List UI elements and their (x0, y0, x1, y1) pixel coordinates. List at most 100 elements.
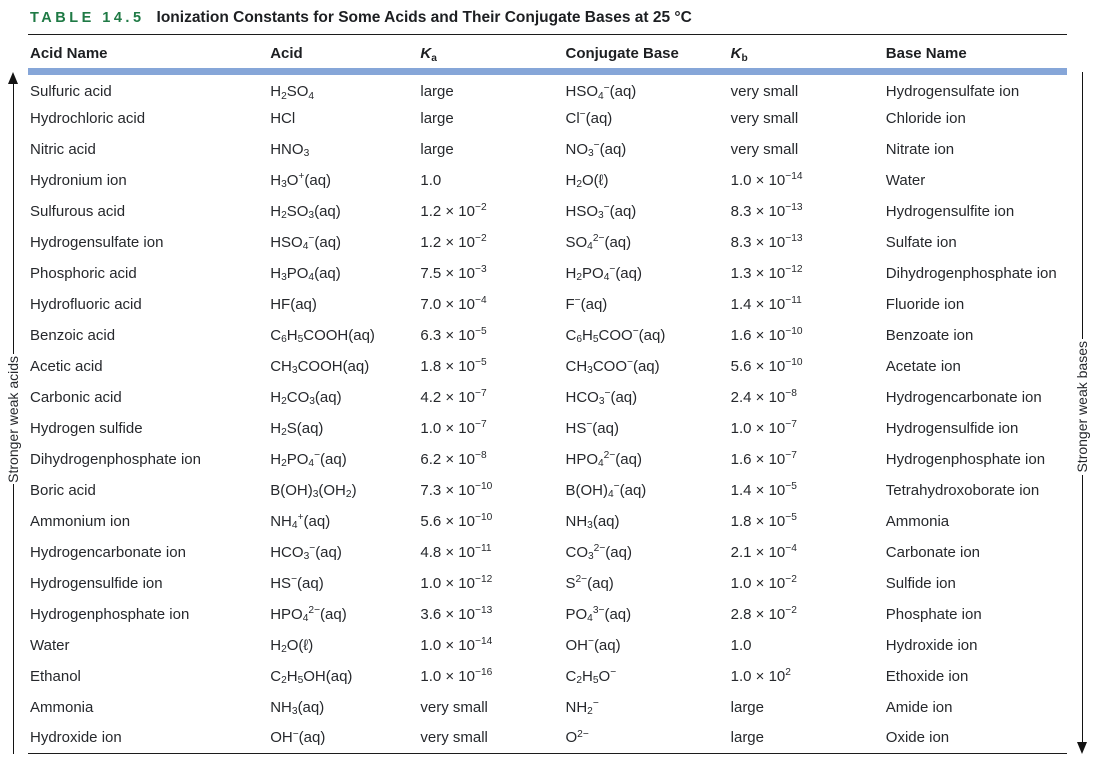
column-header-base-name: Base Name (883, 35, 1067, 75)
table-row: Water H2O(ℓ) 1.0 × 10−14 OH−(aq) 1.0 Hyd… (28, 630, 1067, 661)
cell-base-name: Acetate ion (885, 357, 961, 375)
cell-kb-value: very small (730, 140, 799, 158)
cell-acid-formula: HCl (270, 109, 296, 127)
cell-acid-formula: H3O+(aq) (270, 171, 332, 191)
cell-kb-value: very small (730, 109, 799, 127)
cell-acid-formula: C6H5COOH(aq) (270, 326, 375, 346)
cell-acid-name: Hydrochloric acid (30, 109, 146, 127)
cell-acid-name: Sulfuric acid (30, 83, 112, 101)
cell-acid-name: Hydronium ion (30, 171, 127, 189)
cell-kb-value: 2.4 × 10−8 (730, 388, 797, 406)
cell-acid-formula: HSO4−(aq) (270, 233, 342, 253)
cell-kb-value: large (730, 729, 764, 747)
cell-ka-value: 7.0 × 10−4 (420, 295, 487, 313)
cell-acid-formula: NH3(aq) (270, 698, 325, 718)
cell-kb-value: very small (730, 83, 799, 101)
table-row: Hydrogenphosphate ion HPO42−(aq) 3.6 × 1… (28, 599, 1067, 630)
cell-ka-value: 7.3 × 10−10 (420, 481, 493, 499)
cell-conjugate-base-formula: O2− (565, 729, 589, 747)
cell-conjugate-base-formula: SO42−(aq) (565, 233, 632, 253)
cell-kb-value: 1.4 × 10−5 (730, 481, 797, 499)
cell-acid-name: Hydrogensulfide ion (30, 574, 163, 592)
cell-acid-name: Hydroxide ion (30, 729, 122, 747)
cell-acid-formula: HNO3 (270, 140, 310, 160)
cell-kb-value: 8.3 × 10−13 (730, 233, 803, 251)
cell-acid-formula: C2H5OH(aq) (270, 667, 353, 687)
cell-acid-name: Sulfurous acid (30, 202, 126, 220)
cell-base-name: Water (885, 171, 926, 189)
cell-acid-formula: H2PO4−(aq) (270, 450, 347, 470)
cell-conjugate-base-formula: CO32−(aq) (565, 543, 632, 563)
cell-acid-formula: CH3COOH(aq) (270, 357, 370, 377)
column-header-conjugate-base: Conjugate Base (563, 35, 729, 75)
cell-acid-formula: HCO3−(aq) (270, 543, 342, 563)
column-header-acid-name: Acid Name (28, 35, 269, 75)
cell-kb-value: 2.8 × 10−2 (730, 605, 797, 623)
table-row: Nitric acid HNO3 large NO3−(aq) very sma… (28, 134, 1067, 165)
cell-acid-name: Dihydrogenphosphate ion (30, 450, 201, 468)
cell-acid-name: Acetic acid (30, 357, 103, 375)
cell-ka-value: very small (420, 698, 488, 716)
cell-ka-value: very small (420, 729, 488, 747)
cell-conjugate-base-formula: C2H5O− (565, 667, 617, 687)
cell-acid-name: Hydrofluoric acid (30, 295, 142, 313)
up-arrow-icon (8, 72, 18, 84)
cell-conjugate-base-formula: HCO3−(aq) (565, 388, 638, 408)
table-header: Acid Name Acid Ka Conjugate Base Kb Base… (28, 35, 1067, 75)
table-row: Hydrofluoric acid HF(aq) 7.0 × 10−4 F−(a… (28, 289, 1067, 320)
arrow-line (12, 84, 14, 354)
stronger-weak-acids-annotation: Stronger weak acids (2, 72, 24, 754)
table-body: Sulfuric acid H2SO4 large HSO4−(aq) very… (28, 72, 1067, 754)
table-row: Hydroxide ion OH−(aq) very small O2− lar… (28, 723, 1067, 754)
cell-ka-value: 1.2 × 10−2 (420, 202, 487, 220)
cell-kb-value: large (730, 698, 764, 716)
cell-base-name: Nitrate ion (885, 140, 955, 158)
cell-conjugate-base-formula: H2PO4−(aq) (565, 264, 642, 284)
cell-kb-value: 1.8 × 10−5 (730, 512, 797, 530)
cell-acid-name: Benzoic acid (30, 326, 116, 344)
table-row: Hydronium ion H3O+(aq) 1.0 H2O(ℓ) 1.0 × … (28, 165, 1067, 196)
cell-base-name: Hydrogensulfite ion (885, 202, 1015, 220)
cell-base-name: Ammonia (885, 512, 950, 530)
cell-acid-formula: B(OH)3(OH2) (270, 481, 357, 501)
cell-acid-formula: HS−(aq) (270, 574, 324, 592)
cell-ka-value: 1.2 × 10−2 (420, 233, 487, 251)
cell-base-name: Hydrogensulfide ion (885, 419, 1019, 437)
cell-acid-formula: H2O(ℓ) (270, 636, 314, 656)
cell-ka-value: large (420, 83, 454, 101)
cell-acid-formula: H2SO4 (270, 83, 315, 103)
table-row: Ammonium ion NH4+(aq) 5.6 × 10−10 NH3(aq… (28, 506, 1067, 537)
cell-acid-name: Hydrogensulfate ion (30, 233, 164, 251)
arrow-line (12, 484, 14, 754)
cell-acid-name: Carbonic acid (30, 388, 122, 406)
cell-acid-name: Water (30, 636, 70, 654)
table-row: Hydrogen sulfide H2S(aq) 1.0 × 10−7 HS−(… (28, 413, 1067, 444)
cell-base-name: Amide ion (885, 698, 953, 716)
cell-ka-value: 7.5 × 10−3 (420, 264, 487, 282)
down-arrow-icon (1077, 742, 1087, 754)
cell-conjugate-base-formula: C6H5COO−(aq) (565, 326, 666, 346)
cell-conjugate-base-formula: HSO4−(aq) (565, 83, 637, 103)
arrow-line (1081, 474, 1083, 742)
table-row: Sulfuric acid H2SO4 large HSO4−(aq) very… (28, 72, 1067, 103)
cell-kb-value: 2.1 × 10−4 (730, 543, 797, 561)
cell-base-name: Sulfide ion (885, 574, 956, 592)
cell-base-name: Sulfate ion (885, 233, 957, 251)
table-row: Carbonic acid H2CO3(aq) 4.2 × 10−7 HCO3−… (28, 382, 1067, 413)
cell-conjugate-base-formula: S2−(aq) (565, 574, 614, 592)
cell-ka-value: 1.0 × 10−14 (420, 636, 493, 654)
cell-ka-value: 1.0 × 10−12 (420, 574, 493, 592)
cell-conjugate-base-formula: HSO3−(aq) (565, 202, 637, 222)
table-content: TABLE 14.5 Ionization Constants for Some… (28, 0, 1067, 754)
table-row: Hydrogencarbonate ion HCO3−(aq) 4.8 × 10… (28, 537, 1067, 568)
column-header-ka: Ka (418, 35, 564, 75)
table-row: Ethanol C2H5OH(aq) 1.0 × 10−16 C2H5O− 1.… (28, 661, 1067, 692)
table-row: Hydrogensulfate ion HSO4−(aq) 1.2 × 10−2… (28, 227, 1067, 258)
cell-base-name: Carbonate ion (885, 543, 981, 561)
right-axis-label: Stronger weak bases (1074, 341, 1090, 473)
table-row: Acetic acid CH3COOH(aq) 1.8 × 10−5 CH3CO… (28, 351, 1067, 382)
cell-kb-value: 8.3 × 10−13 (730, 202, 803, 220)
table-row: Hydrochloric acid HCl large Cl−(aq) very… (28, 103, 1067, 134)
table-row: Hydrogensulfide ion HS−(aq) 1.0 × 10−12 … (28, 568, 1067, 599)
cell-base-name: Chloride ion (885, 109, 966, 127)
